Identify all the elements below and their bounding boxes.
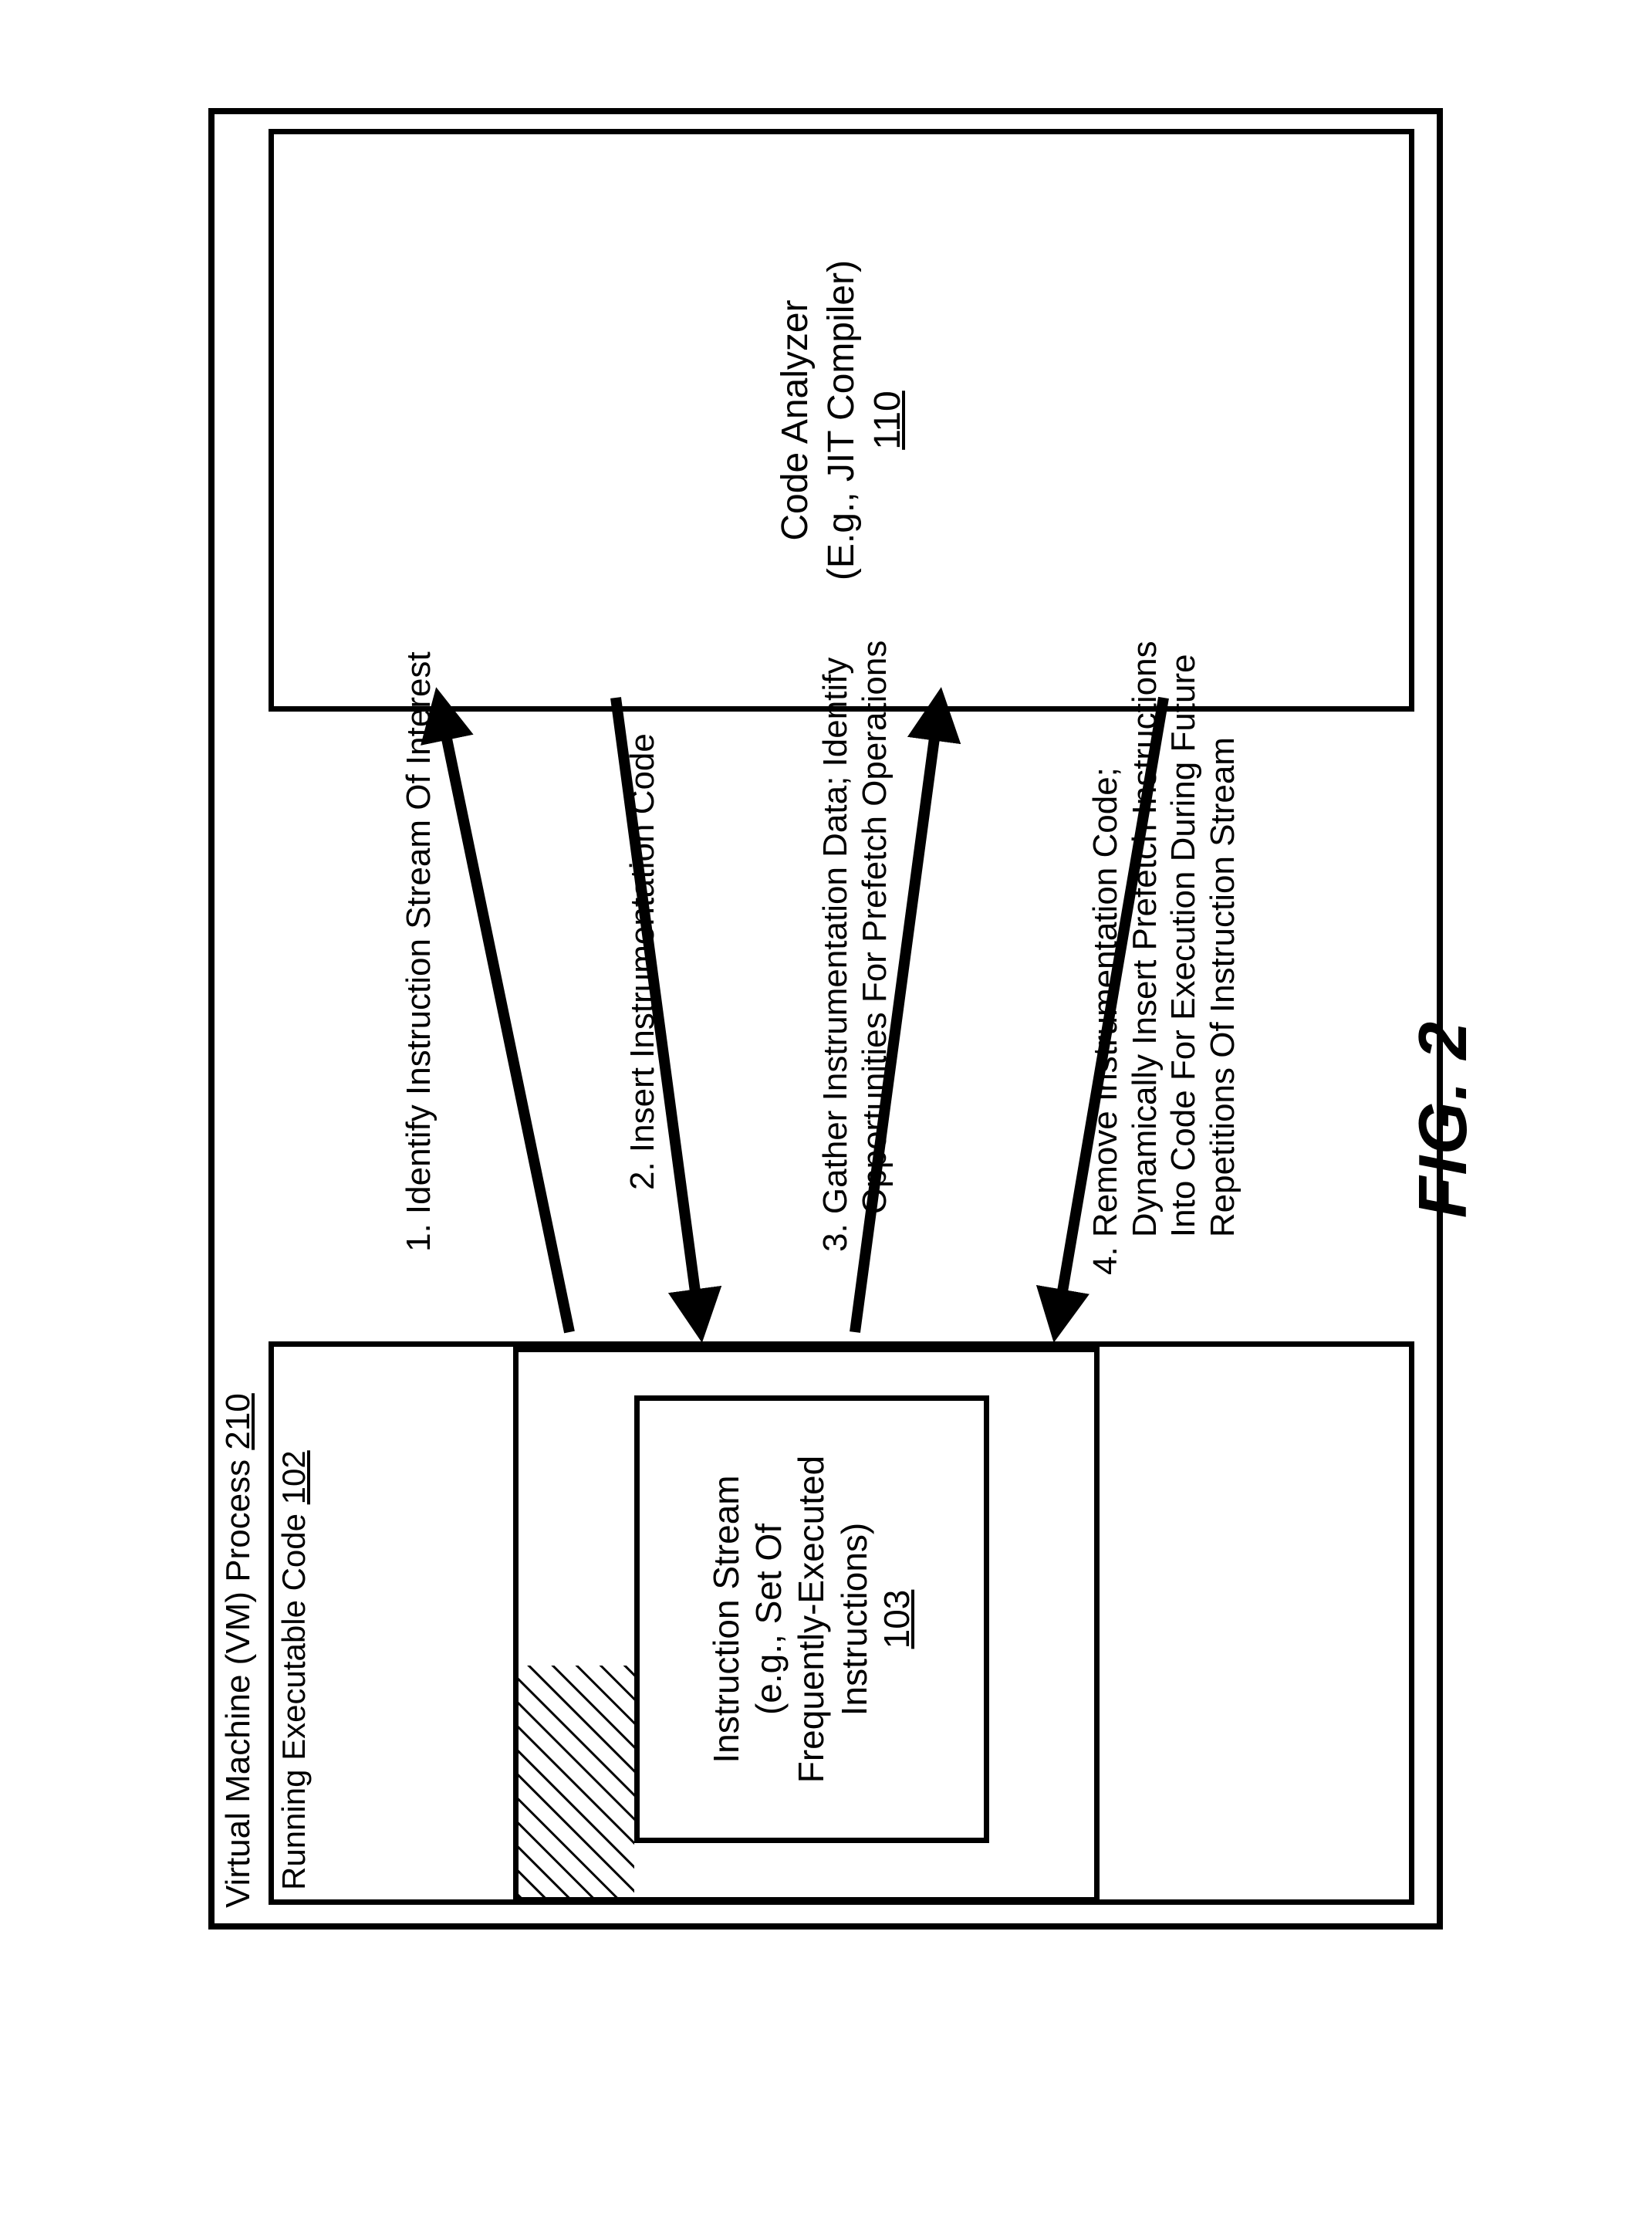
vm-process-title: Virtual Machine (VM) Process 210	[219, 1393, 258, 1908]
instr-line4: Instructions)	[833, 1456, 876, 1783]
flow-step-2: 2. Insert Instrumentation Code	[623, 733, 663, 1190]
running-code-title: Running Executable Code 102	[275, 1450, 312, 1890]
hatch-pattern	[519, 1666, 634, 1897]
analyzer-ref-number: 110	[865, 260, 911, 580]
running-title-text: Running Executable Code	[275, 1504, 312, 1890]
code-analyzer-box: Code Analyzer (E.g., JIT Compiler) 110	[269, 129, 1414, 712]
vm-process-box: Virtual Machine (VM) Process 210 Running…	[208, 108, 1443, 1930]
figure-caption: FIG. 2	[1404, 1020, 1482, 1219]
hatched-region: Instruction Stream (e.g., Set Of Frequen…	[513, 1347, 1100, 1902]
running-code-box: Running Executable Code 102	[269, 1341, 1414, 1905]
flow-step-3: 3. Gather Instrumentation Data; Identify…	[816, 641, 894, 1252]
vm-ref-number: 210	[219, 1393, 257, 1449]
diagram-rotated-wrapper: Virtual Machine (VM) Process 210 Running…	[147, 46, 1505, 1991]
flow-step-4: 4. Remove Instrumentation Code; Dynamica…	[1086, 641, 1242, 1275]
instr-line2: (e.g., Set Of	[748, 1456, 790, 1783]
instruction-stream-box: Instruction Stream (e.g., Set Of Frequen…	[634, 1395, 989, 1843]
instr-line1: Instruction Stream	[705, 1456, 748, 1783]
instr-line3: Frequently-Executed	[790, 1456, 833, 1783]
flow-step-1: 1. Identify Instruction Stream Of Intere…	[400, 651, 439, 1252]
analyzer-line1: Code Analyzer	[772, 260, 819, 580]
page: Virtual Machine (VM) Process 210 Running…	[0, 0, 1652, 2239]
analyzer-line2: (E.g., JIT Compiler)	[819, 260, 865, 580]
running-ref-number: 102	[275, 1450, 312, 1504]
instr-ref-number: 103	[876, 1456, 918, 1783]
vm-title-text: Virtual Machine (VM) Process	[219, 1450, 257, 1908]
